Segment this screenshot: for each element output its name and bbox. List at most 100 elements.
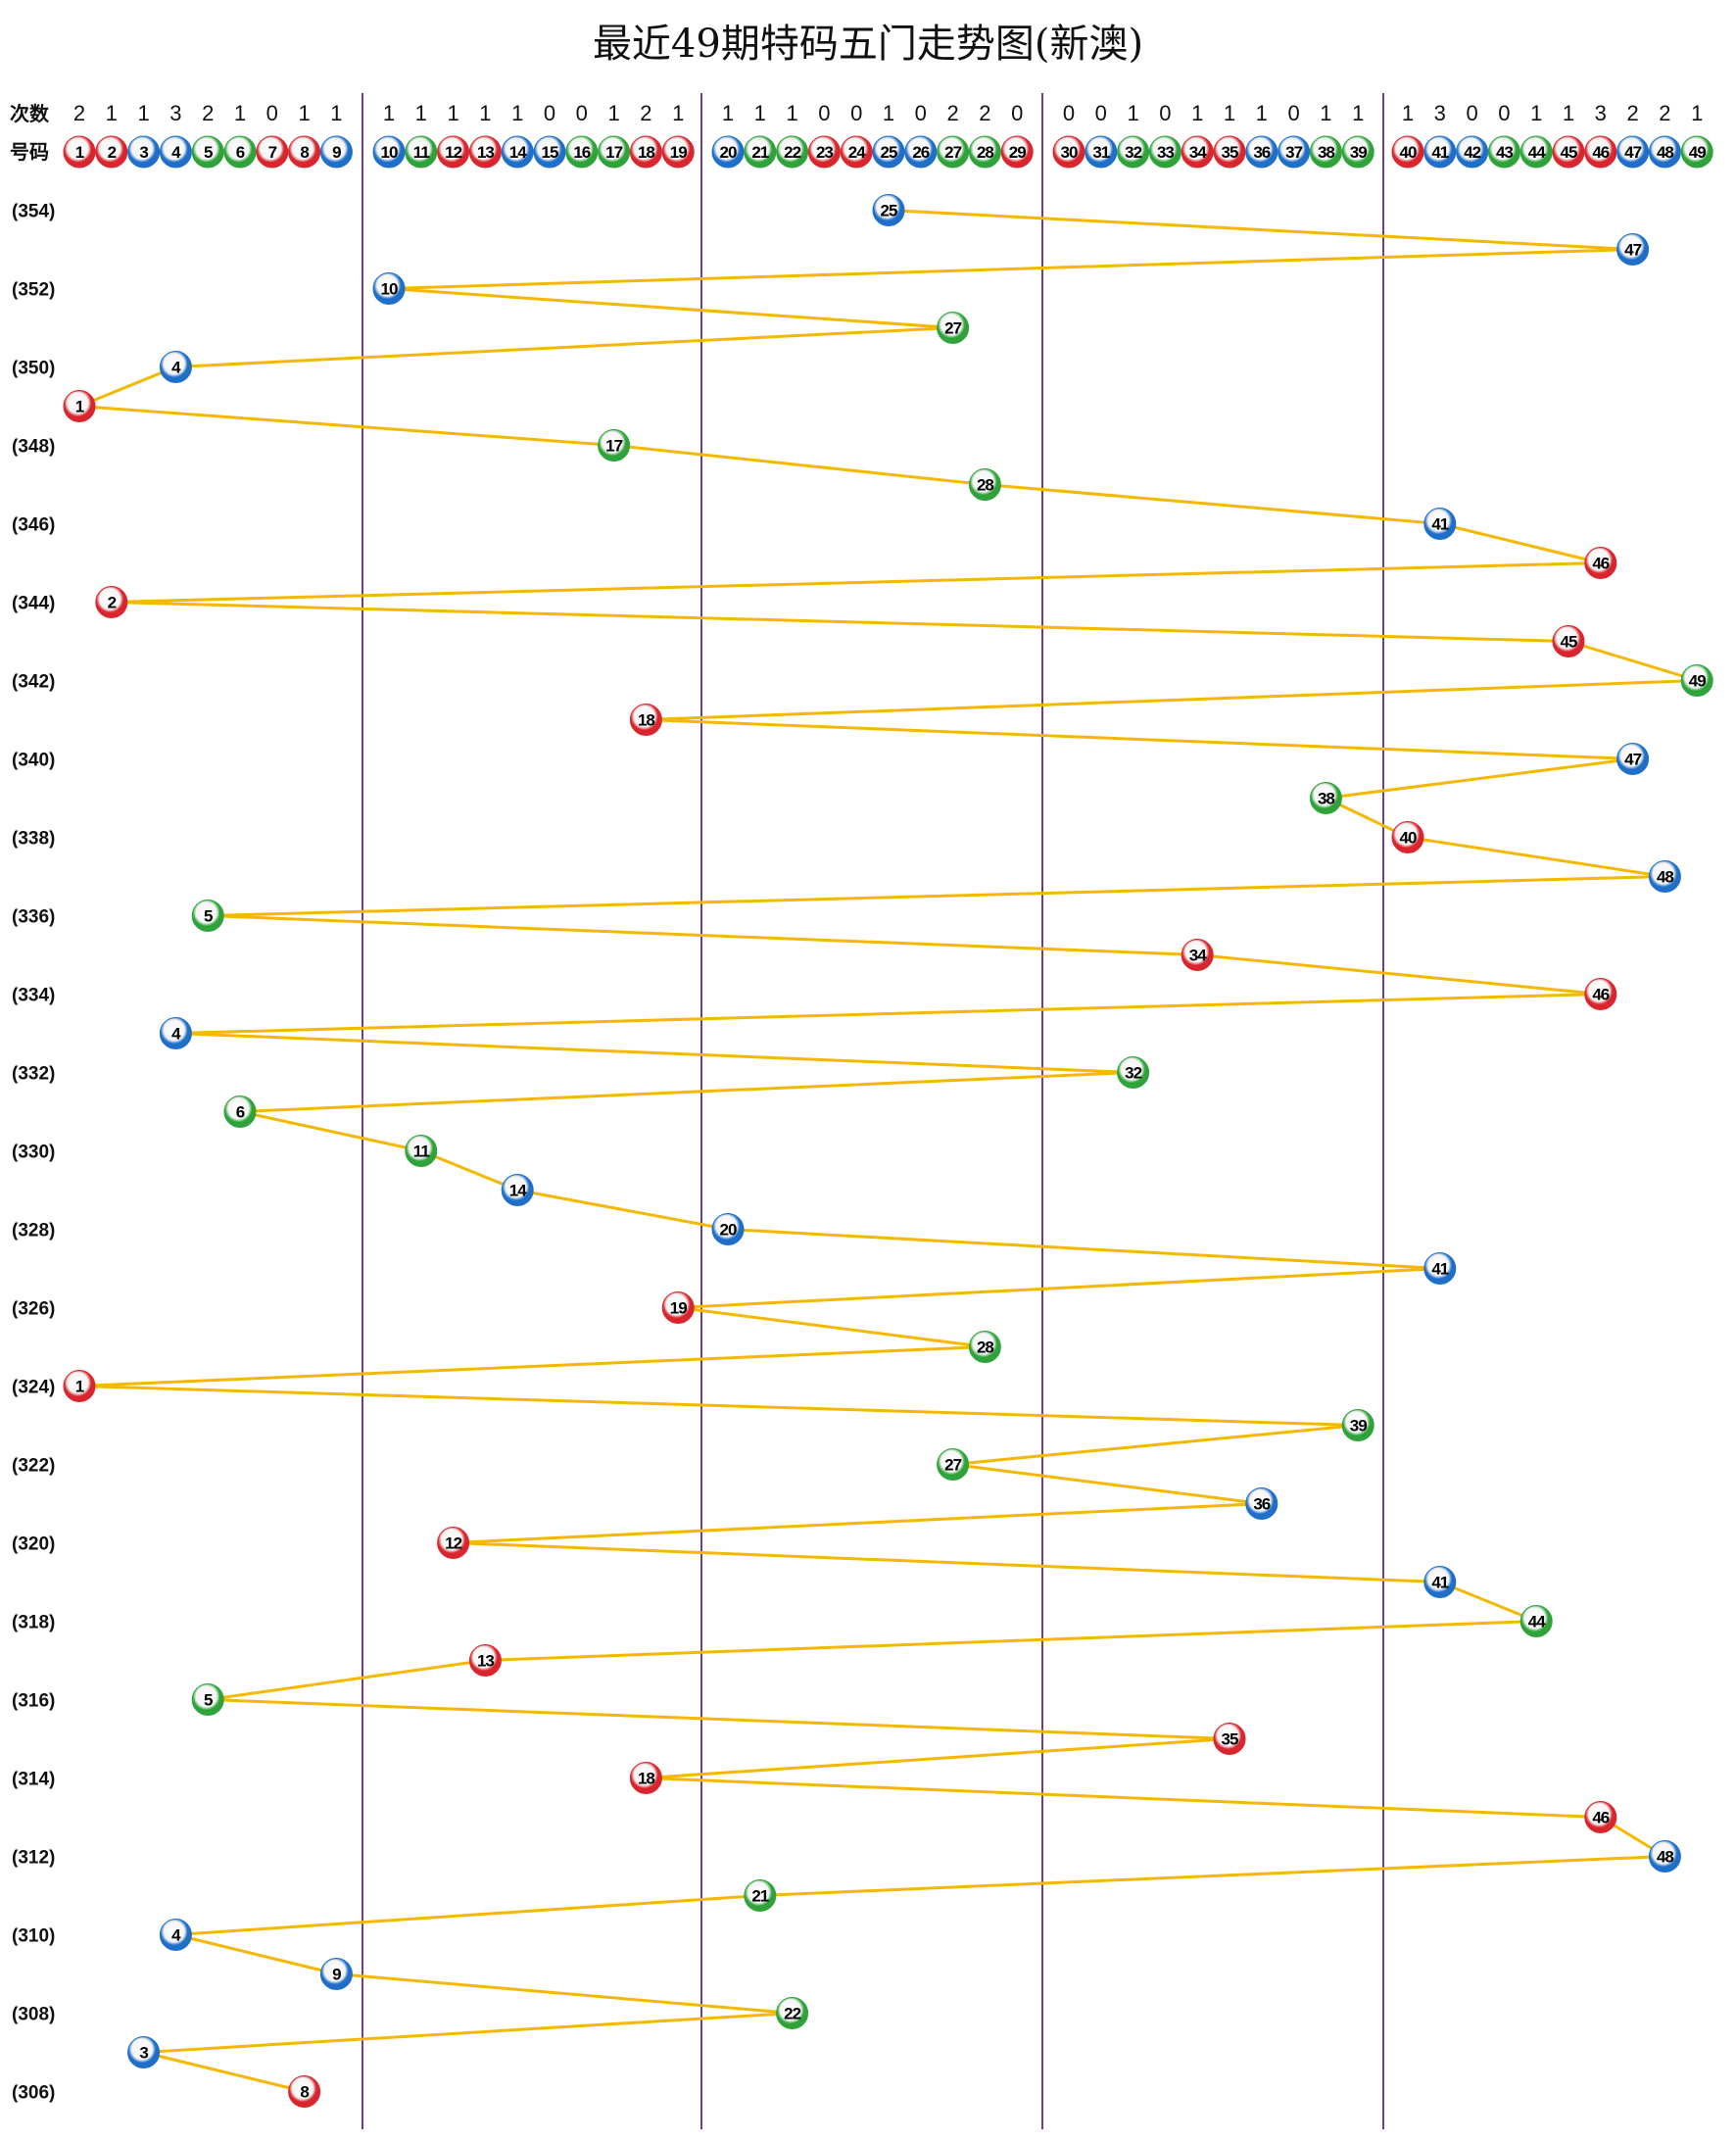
header-ball-21: 21 — [744, 135, 777, 169]
data-point-341: 18 — [629, 704, 662, 736]
count-32: 1 — [1127, 101, 1138, 125]
count-29: 0 — [1011, 101, 1023, 125]
data-point-320: 12 — [437, 1527, 470, 1559]
ball-circle — [1552, 625, 1585, 657]
data-point-343: 45 — [1552, 625, 1585, 657]
data-point-347: 28 — [968, 468, 1001, 501]
ball-number: 34 — [1189, 947, 1207, 965]
trend-segment — [646, 1777, 1601, 1819]
data-point-344: 2 — [95, 586, 128, 618]
trend-segment — [678, 1267, 1440, 1309]
ball-circle — [437, 135, 470, 169]
trend-segment — [143, 2051, 305, 2093]
ball-number: 14 — [509, 1182, 527, 1200]
ball-circle — [288, 2075, 321, 2108]
count-47: 2 — [1626, 101, 1638, 125]
ball-number: 18 — [638, 1770, 654, 1788]
ball-number: 44 — [1528, 143, 1546, 162]
ball-number: 11 — [413, 1143, 430, 1161]
data-point-317: 13 — [468, 1644, 502, 1677]
count-3: 1 — [137, 101, 149, 125]
header-ball-3: 3 — [127, 135, 161, 169]
ball-circle — [1000, 135, 1034, 169]
ball-circle — [629, 135, 662, 169]
data-point-314: 18 — [629, 1762, 662, 1794]
trend-segment — [78, 1345, 986, 1387]
trend-segment — [1439, 1581, 1537, 1623]
ball-number: 35 — [1222, 1730, 1238, 1749]
ball-circle — [63, 1370, 96, 1402]
header-ball-44: 44 — [1519, 135, 1553, 169]
header-ball-48: 48 — [1648, 135, 1681, 169]
trend-segment — [678, 1306, 986, 1348]
period-label: (352) — [12, 280, 55, 301]
trend-segment — [208, 1698, 1230, 1740]
trend-segment — [175, 993, 1601, 1035]
header-ball-31: 31 — [1085, 135, 1118, 169]
data-point-323: 39 — [1341, 1409, 1374, 1441]
data-point-312: 48 — [1648, 1840, 1681, 1873]
data-point-350: 4 — [159, 351, 192, 383]
ball-circle — [1648, 135, 1681, 169]
data-point-337: 48 — [1648, 860, 1681, 893]
ball-circle — [1181, 939, 1214, 971]
header-ball-27: 27 — [937, 135, 970, 169]
ball-circle — [372, 272, 406, 305]
header-ball-12: 12 — [437, 135, 470, 169]
header-ball-29: 29 — [1000, 135, 1034, 169]
trend-segment — [175, 1933, 337, 1975]
ball-number: 40 — [1400, 143, 1417, 162]
ball-circle — [1391, 135, 1424, 169]
ball-number: 42 — [1464, 143, 1480, 162]
header-ball-5: 5 — [191, 135, 224, 169]
trend-segment — [1439, 522, 1602, 564]
count-42: 0 — [1466, 101, 1477, 125]
period-label: (310) — [12, 1926, 55, 1947]
trend-segment — [646, 679, 1698, 721]
count-17: 1 — [607, 101, 619, 125]
ball-number: 21 — [751, 143, 768, 162]
ball-number: 18 — [638, 143, 654, 162]
trend-segment — [1197, 953, 1601, 996]
trend-segment — [1407, 836, 1665, 878]
ball-circle — [468, 1644, 502, 1677]
ball-number: 25 — [881, 202, 897, 220]
header-ball-19: 19 — [661, 135, 695, 169]
data-point-336: 5 — [191, 900, 224, 932]
ball-circle — [127, 135, 161, 169]
count-39: 1 — [1352, 101, 1364, 125]
data-point-339: 38 — [1309, 782, 1342, 814]
ball-number: 38 — [1318, 790, 1334, 808]
chart-title: 最近49期特码五门走势图(新澳) — [592, 22, 1144, 67]
ball-circle — [1309, 135, 1342, 169]
count-26: 0 — [915, 101, 927, 125]
trend-segment — [952, 1463, 1262, 1505]
ball-number: 20 — [720, 143, 737, 162]
trend-segment — [646, 718, 1633, 760]
data-point-310: 4 — [159, 1919, 192, 1951]
trend-segment — [727, 1228, 1440, 1270]
data-point-321: 36 — [1245, 1487, 1278, 1520]
count-8: 1 — [298, 101, 310, 125]
period-label: (324) — [12, 1378, 55, 1398]
ball-number: 10 — [381, 143, 398, 162]
ball-number: 5 — [204, 1691, 213, 1710]
ball-number: 4 — [171, 1926, 181, 1945]
trend-segment — [239, 1110, 422, 1152]
count-4: 3 — [169, 101, 181, 125]
data-point-353: 47 — [1616, 233, 1650, 266]
count-14: 1 — [511, 101, 523, 125]
ball-number: 36 — [1253, 143, 1270, 162]
ball-circle — [501, 1174, 534, 1206]
ball-circle — [968, 135, 1001, 169]
ball-number: 29 — [1009, 143, 1026, 162]
data-point-318: 44 — [1519, 1605, 1553, 1637]
data-point-325: 28 — [968, 1331, 1001, 1363]
ball-number: 40 — [1400, 829, 1417, 848]
count-40: 1 — [1402, 101, 1414, 125]
ball-circle — [1085, 135, 1118, 169]
ball-circle — [191, 135, 224, 169]
ball-circle — [63, 135, 96, 169]
ball-number: 30 — [1061, 143, 1078, 162]
trend-segment — [143, 2012, 793, 2054]
